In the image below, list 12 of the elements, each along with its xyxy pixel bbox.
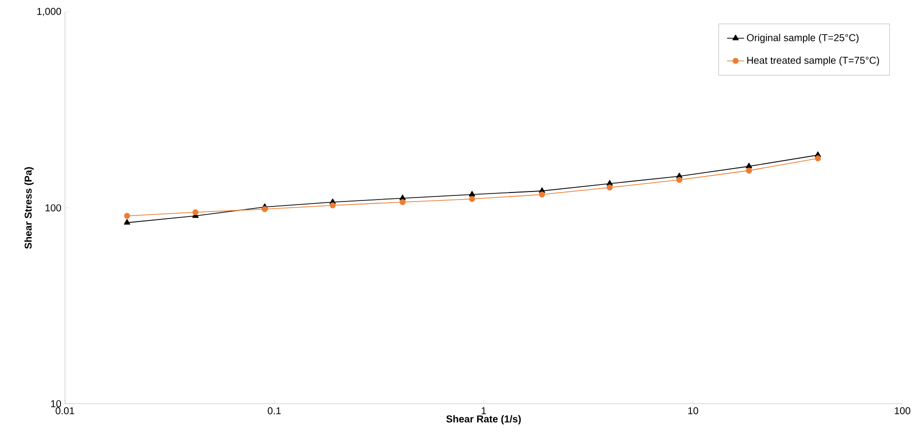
y-axis-title: Shear Stress (Pa) xyxy=(24,167,34,249)
x-tick-label: 0.1 xyxy=(268,407,281,414)
y-tick-label: 100 xyxy=(46,204,62,212)
x-tick-label: 100 xyxy=(894,407,910,414)
x-tick-label: 0.01 xyxy=(56,407,74,414)
legend-label: Heat treated sample (T=75°C) xyxy=(747,56,880,66)
x-axis-title: Shear Rate (1/s) xyxy=(446,415,521,425)
y-tick-label: 1,000 xyxy=(37,8,62,16)
legend-label: Original sample (T=25°C) xyxy=(746,34,859,44)
x-tick-label: 1 xyxy=(482,407,486,414)
x-tick-label: 10 xyxy=(688,407,698,414)
y-tick-label: 10 xyxy=(51,400,62,408)
